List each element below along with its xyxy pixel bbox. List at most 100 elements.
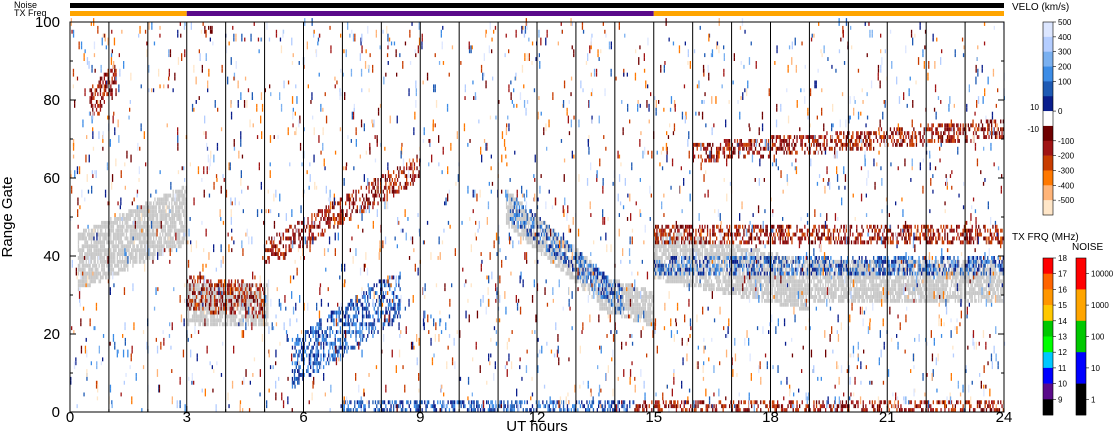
scatter-cell [103, 240, 105, 245]
scatter-cell [923, 283, 925, 288]
scatter-cell [744, 279, 746, 284]
scatter-cell [626, 302, 628, 307]
scatter-cell [963, 287, 966, 292]
scatter-cell [250, 283, 252, 288]
scatter-cell [978, 298, 980, 303]
scatter-cell [84, 244, 86, 249]
scatter-cell [989, 291, 991, 295]
scatter-cell [896, 291, 898, 295]
scatter-cell [845, 287, 847, 292]
scatter-cell [998, 283, 1001, 288]
scatter-cell [819, 275, 822, 280]
scatter-cell [945, 287, 947, 292]
scatter-cell [678, 279, 680, 284]
scatter-cell [739, 283, 741, 288]
scatter-cell [184, 228, 186, 233]
scatter-cell [247, 302, 249, 307]
scatter-cell [826, 263, 828, 268]
scatter-cell [198, 318, 200, 323]
scatter-cell [553, 236, 556, 241]
scatter-cell [901, 271, 903, 276]
scatter-cell [128, 252, 130, 256]
scatter-cell [793, 291, 796, 295]
scatter-cell [95, 248, 98, 253]
scatter-cell [184, 205, 186, 210]
scatter-cell [931, 283, 933, 288]
scatter-cell [802, 302, 805, 307]
scatter-cell [120, 217, 122, 221]
scatter-cell [782, 291, 784, 295]
scatter-cell [718, 244, 720, 249]
scatter-cell [145, 224, 147, 229]
scatter-cell [173, 240, 176, 245]
scatter-cell [581, 259, 583, 264]
scatter-cell [652, 306, 654, 311]
scatter-cell [83, 256, 85, 260]
scatter-cell [103, 267, 105, 272]
scatter-cell [600, 287, 602, 292]
scatter-cell [525, 213, 527, 217]
scatter-cell [191, 302, 194, 307]
scatter-cell [151, 228, 153, 233]
scatter-cell [913, 267, 915, 272]
scatter-cell [891, 291, 893, 295]
scatter-cell [531, 236, 534, 241]
scatter-cell [792, 291, 794, 295]
scatter-cell [522, 209, 524, 214]
scatter-cell [790, 259, 792, 264]
scatter-cell [718, 248, 720, 253]
scatter-cell [184, 213, 186, 217]
scatter-cell [110, 232, 112, 237]
scatter-cell [77, 256, 80, 260]
scatter-cell [933, 259, 936, 264]
scatter-cell [767, 267, 770, 272]
scatter-cell [176, 193, 178, 198]
scatter-cell [119, 228, 121, 233]
scatter-cell [710, 279, 713, 284]
scatter-cell [652, 310, 654, 315]
scatter-cell [656, 252, 658, 256]
scatter-cell [114, 252, 116, 256]
scatter-cell [206, 283, 208, 288]
scatter-cell [646, 298, 648, 303]
scatter-cell [729, 267, 731, 272]
scatter-cell [166, 201, 168, 206]
scatter-cell [806, 263, 809, 268]
scatter-cell [146, 232, 148, 237]
scatter-cell [214, 322, 216, 327]
scatter-cell [647, 295, 649, 299]
scatter-cell [559, 263, 561, 268]
scatter-cell [159, 205, 161, 210]
scatter-cell [823, 291, 825, 295]
scatter-cell [304, 337, 307, 342]
scatter-cell [732, 275, 735, 280]
scatter-cell [748, 252, 750, 256]
scatter-cell [83, 271, 85, 276]
scatter-cell [660, 275, 662, 280]
scatter-cell [818, 279, 820, 284]
scatter-cell [804, 302, 806, 307]
scatter-cell [304, 334, 307, 338]
scatter-cell [143, 232, 146, 237]
scatter-cell [930, 295, 932, 299]
scatter-cell [136, 220, 138, 225]
scatter-cell [212, 295, 214, 299]
scatter-cell [509, 201, 512, 206]
scatter-cell [140, 224, 142, 229]
scatter-cell [987, 283, 989, 288]
scatter-cell [866, 271, 868, 276]
scatter-cell [629, 291, 631, 295]
scatter-cell [636, 318, 639, 323]
scatter-cell [514, 205, 517, 210]
scatter-cell [908, 259, 910, 264]
scatter-cell [94, 275, 96, 280]
scatter-cell [888, 287, 890, 292]
scatter-cell [808, 271, 810, 276]
scatter-cell [246, 298, 248, 303]
scatter-cell [904, 298, 906, 303]
scatter-cell [946, 275, 949, 280]
scatter-cell [77, 271, 80, 276]
scatter-cell [184, 209, 186, 214]
scatter-cell [699, 283, 701, 288]
scatter-cell [914, 279, 916, 284]
